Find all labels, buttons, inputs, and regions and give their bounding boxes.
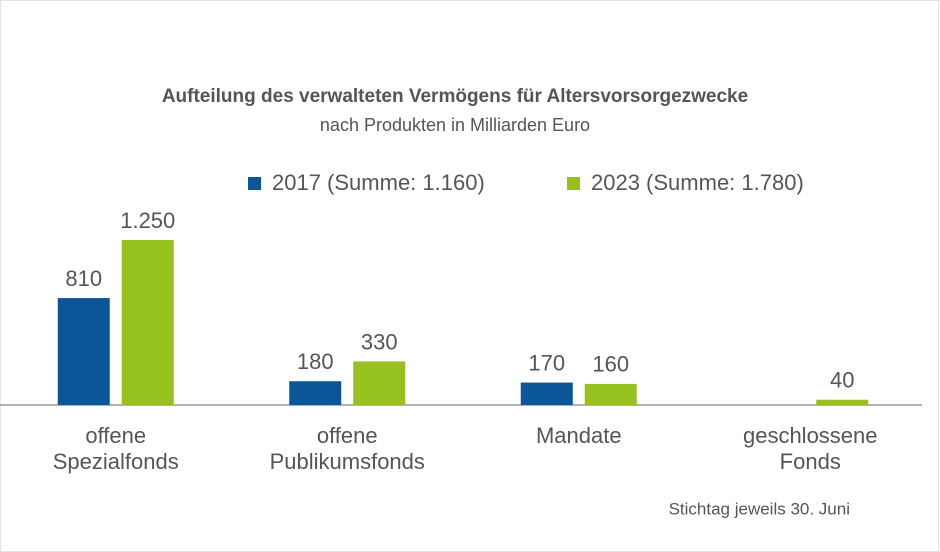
value-label: 170 bbox=[528, 350, 565, 375]
x-tick-label: Mandate bbox=[536, 423, 622, 448]
value-label: 160 bbox=[592, 352, 629, 377]
bar bbox=[121, 240, 174, 405]
legend-swatch bbox=[248, 177, 261, 190]
value-label: 810 bbox=[65, 266, 102, 291]
value-label: 330 bbox=[361, 329, 398, 354]
chart-title: Aufteilung des verwalteten Vermögens für… bbox=[162, 86, 748, 107]
bar bbox=[353, 361, 406, 405]
bar bbox=[289, 381, 342, 405]
value-label: 1.250 bbox=[120, 208, 175, 233]
bar bbox=[57, 298, 110, 405]
x-tick-label: Spezialfonds bbox=[53, 449, 179, 474]
bar bbox=[816, 399, 869, 405]
legend-label: 2017 (Summe: 1.160) bbox=[272, 170, 485, 195]
legend-swatch bbox=[567, 177, 580, 190]
legend-label: 2023 (Summe: 1.780) bbox=[591, 170, 804, 195]
x-tick-label: offene bbox=[85, 423, 146, 448]
value-label: 180 bbox=[297, 349, 334, 374]
x-tick-label: geschlossene bbox=[743, 423, 878, 448]
bar bbox=[520, 382, 573, 405]
x-tick-label: Publikumsfonds bbox=[270, 449, 425, 474]
footnote: Stichtag jeweils 30. Juni bbox=[669, 499, 850, 518]
bar bbox=[584, 383, 637, 405]
chart-subtitle: nach Produkten in Milliarden Euro bbox=[320, 115, 590, 135]
x-tick-label: Fonds bbox=[780, 449, 841, 474]
x-tick-label: offene bbox=[317, 423, 378, 448]
value-label: 40 bbox=[830, 368, 854, 393]
